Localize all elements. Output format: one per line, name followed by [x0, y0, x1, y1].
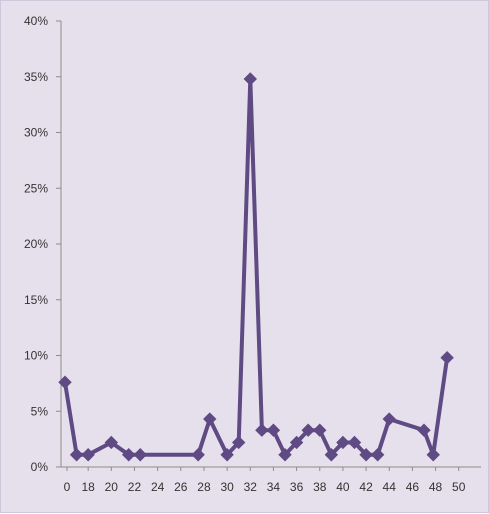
x-tick-label: 34: [267, 480, 281, 494]
x-tick-label: 46: [406, 480, 420, 494]
data-point-marker: [417, 423, 431, 437]
y-tick-label: 10%: [24, 349, 48, 363]
x-tick-label: 40: [336, 480, 350, 494]
x-tick-label: 20: [105, 480, 119, 494]
y-tick-label: 40%: [24, 14, 48, 28]
x-tick-label: 50: [452, 480, 466, 494]
data-point-marker: [266, 423, 281, 437]
y-axis-ticks: 0% 5% 10% 15% 20% 25% 30% 35% 40%: [24, 14, 61, 474]
x-tick-label: 0: [64, 480, 71, 494]
y-tick-label: 5%: [31, 404, 49, 418]
data-point-marker: [81, 448, 95, 462]
data-point-marker: [289, 435, 304, 450]
data-point-marker: [191, 448, 205, 462]
x-tick-label: 28: [197, 480, 211, 494]
y-tick-label: 0%: [31, 460, 49, 474]
data-point-marker: [58, 375, 72, 389]
data-point-marker: [426, 448, 440, 462]
x-tick-label: 30: [220, 480, 234, 494]
x-tick-label: 42: [359, 480, 373, 494]
x-tick-label: 48: [429, 480, 443, 494]
y-tick-label: 25%: [24, 181, 48, 195]
data-point-marker: [324, 448, 339, 462]
y-tick-label: 15%: [24, 293, 48, 307]
data-point-marker: [278, 448, 292, 462]
data-point-marker: [382, 412, 396, 426]
data-point-marker: [203, 412, 217, 426]
data-point-marker: [220, 448, 234, 462]
y-tick-label: 35%: [24, 70, 48, 84]
x-tick-label: 32: [244, 480, 258, 494]
x-tick-label: 36: [290, 480, 304, 494]
x-tick-label: 18: [81, 480, 95, 494]
x-tick-label: 26: [174, 480, 188, 494]
x-tick-label: 44: [383, 480, 397, 494]
y-tick-label: 20%: [24, 237, 48, 251]
data-point-marker: [69, 448, 84, 462]
data-point-marker: [104, 435, 119, 450]
data-point-marker: [301, 423, 315, 437]
x-tick-label: 24: [151, 480, 165, 494]
data-point-marker: [133, 448, 147, 462]
data-point-marker: [359, 448, 373, 462]
y-tick-label: 30%: [24, 126, 48, 140]
data-point-marker: [255, 423, 269, 437]
data-point-marker: [243, 72, 257, 86]
data-point-marker: [121, 448, 136, 462]
data-point-marker: [370, 448, 385, 462]
data-point-marker: [347, 435, 362, 450]
data-point-marker: [440, 351, 454, 365]
data-point-marker: [231, 435, 246, 450]
data-point-marker: [336, 435, 350, 450]
x-tick-label: 38: [313, 480, 327, 494]
series-line: [63, 77, 450, 457]
data-point-marker: [313, 423, 327, 437]
x-axis-ticks: 0 18 20 22 24 26 28 30 32 34 36 38 40 42 44 46 48 50: [64, 467, 466, 494]
series-group: [58, 72, 454, 462]
x-tick-label: 22: [128, 480, 142, 494]
